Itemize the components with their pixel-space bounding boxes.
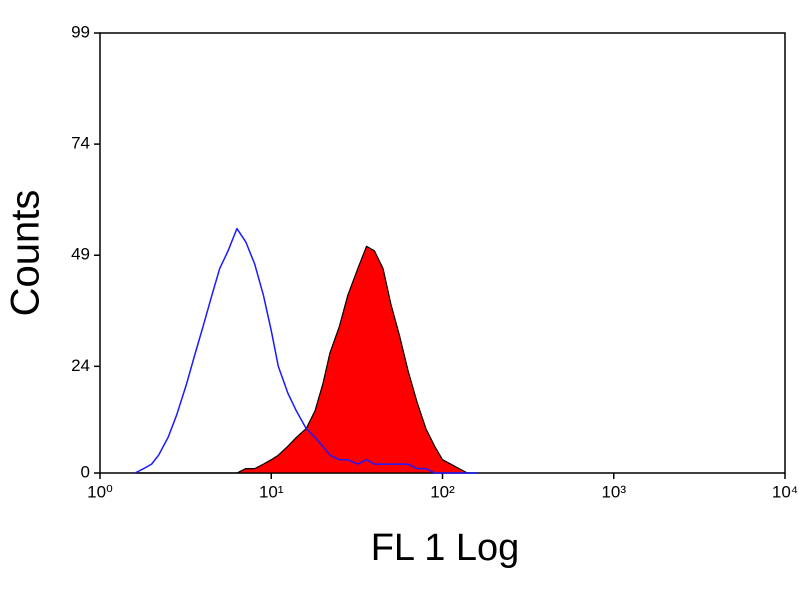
y-tick-label: 99 <box>71 22 90 41</box>
filled-histogram <box>134 245 479 474</box>
y-tick-label: 24 <box>71 356 90 375</box>
x-tick-label: 10² <box>430 482 455 501</box>
x-tick-label: 10¹ <box>259 482 284 501</box>
x-tick-label: 10³ <box>601 482 626 501</box>
x-tick-label: 10⁴ <box>772 482 798 501</box>
y-tick-label: 0 <box>81 462 90 481</box>
x-axis-label: FL 1 Log <box>371 527 520 569</box>
outline-histogram <box>134 227 478 474</box>
y-axis-label: Counts <box>4 190 48 317</box>
x-tick-label: 10⁰ <box>87 482 113 501</box>
y-tick-label: 49 <box>71 245 90 264</box>
y-tick-label: 74 <box>71 134 90 153</box>
plot-frame <box>99 32 786 474</box>
